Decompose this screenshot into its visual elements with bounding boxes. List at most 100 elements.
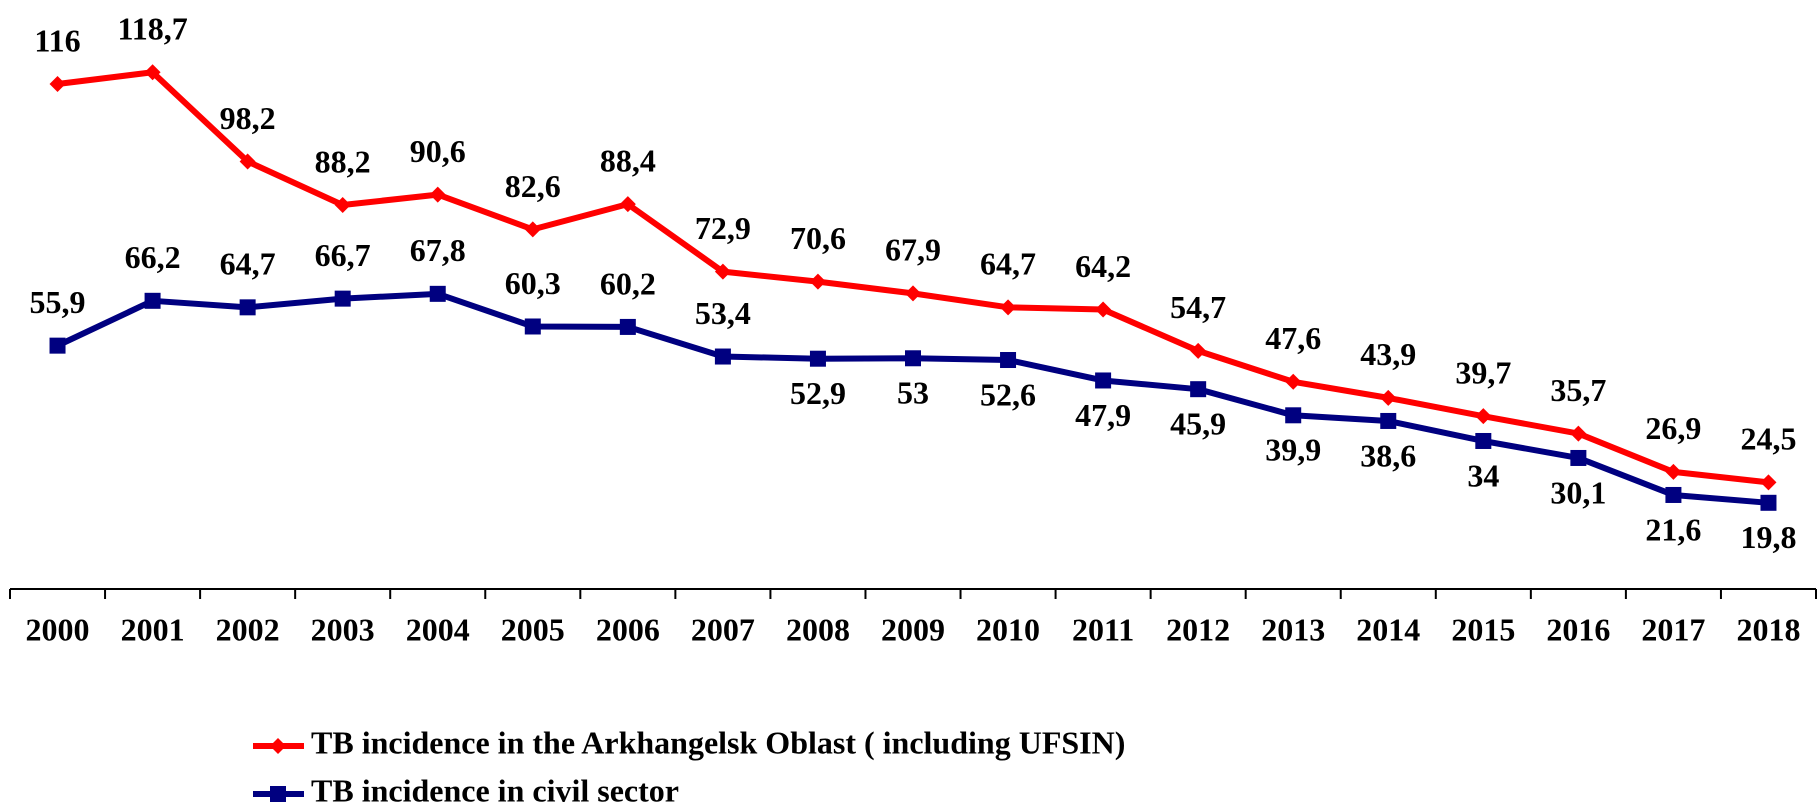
marker [524, 318, 541, 335]
data-label: 118,7 [117, 11, 187, 47]
data-label: 82,6 [505, 168, 561, 204]
data-label: 98,2 [220, 100, 276, 136]
marker [714, 348, 731, 365]
data-label: 64,2 [1075, 248, 1131, 284]
marker [524, 221, 541, 238]
marker [144, 64, 161, 81]
legend-label: TB incidence in civil sector [311, 772, 679, 807]
x-tick-label: 2016 [1546, 611, 1610, 647]
marker [1380, 412, 1397, 429]
x-tick-label: 2007 [691, 611, 755, 647]
marker [1665, 486, 1682, 503]
x-tick-label: 2001 [121, 611, 185, 647]
x-tick-label: 2014 [1356, 611, 1420, 647]
data-label: 60,2 [600, 265, 656, 301]
data-label: 35,7 [1550, 372, 1606, 408]
marker [619, 318, 636, 335]
data-label: 116 [34, 22, 80, 58]
x-tick-label: 2004 [406, 611, 470, 647]
marker [270, 738, 286, 754]
data-label: 67,9 [885, 232, 941, 268]
data-label: 66,7 [315, 237, 371, 273]
marker [1285, 373, 1302, 390]
data-label: 43,9 [1360, 336, 1416, 372]
legend-label: TB incidence in the Arkhangelsk Oblast (… [311, 724, 1125, 760]
marker [334, 197, 351, 214]
x-tick-label: 2015 [1451, 611, 1515, 647]
marker [905, 350, 921, 367]
x-tick-label: 2000 [26, 611, 90, 647]
marker [49, 337, 66, 354]
marker [429, 285, 446, 302]
data-label: 70,6 [790, 220, 846, 256]
data-label: 39,9 [1265, 432, 1321, 468]
marker [905, 285, 921, 302]
x-tick-label: 2002 [216, 611, 280, 647]
x-tick-label: 2018 [1736, 611, 1800, 647]
data-label: 66,2 [125, 239, 181, 275]
data-label: 34 [1467, 457, 1499, 493]
marker [1285, 407, 1302, 424]
marker [1000, 299, 1017, 316]
data-label: 64,7 [220, 246, 276, 282]
data-label: 54,7 [1170, 289, 1226, 325]
marker [144, 292, 161, 309]
data-label: 88,4 [600, 143, 656, 179]
data-label: 64,7 [980, 246, 1036, 282]
marker [429, 186, 446, 203]
data-label: 53 [897, 375, 929, 411]
marker [1095, 372, 1112, 389]
data-label: 52,9 [790, 375, 846, 411]
marker [619, 196, 636, 213]
x-tick-label: 2006 [596, 611, 660, 647]
x-tick-label: 2008 [786, 611, 850, 647]
data-label: 53,4 [695, 295, 751, 331]
x-tick-label: 2011 [1072, 611, 1134, 647]
marker [1380, 389, 1397, 406]
marker [1095, 301, 1112, 318]
x-tick-label: 2010 [976, 611, 1040, 647]
marker [1475, 432, 1492, 449]
x-tick-label: 2013 [1261, 611, 1325, 647]
data-label: 38,6 [1360, 437, 1416, 473]
data-label: 30,1 [1550, 474, 1606, 510]
data-label: 90,6 [410, 133, 466, 169]
data-label: 39,7 [1455, 355, 1511, 391]
marker [1000, 352, 1017, 369]
data-label: 47,9 [1075, 397, 1131, 433]
marker [1665, 463, 1682, 480]
data-label: 55,9 [30, 284, 86, 320]
data-label: 60,3 [505, 265, 561, 301]
data-label: 88,2 [315, 143, 371, 179]
marker [49, 76, 66, 93]
data-label: 52,6 [980, 376, 1036, 412]
marker [1190, 342, 1207, 359]
line [57, 69, 1769, 486]
x-tick-label: 2012 [1166, 611, 1230, 647]
data-label: 67,8 [410, 232, 466, 268]
marker [714, 263, 731, 280]
data-label: 21,6 [1645, 511, 1701, 547]
marker [1190, 381, 1207, 398]
marker [1760, 494, 1777, 511]
data-label: 19,8 [1740, 519, 1796, 555]
data-label: 47,6 [1265, 320, 1321, 356]
marker [809, 273, 826, 290]
marker [239, 153, 256, 170]
marker [239, 299, 256, 316]
x-tick-label: 2017 [1641, 611, 1705, 647]
data-label: 45,9 [1170, 406, 1226, 442]
marker [1570, 449, 1587, 466]
marker [809, 350, 826, 367]
marker [1570, 425, 1587, 442]
x-tick-label: 2005 [501, 611, 565, 647]
data-label: 72,9 [695, 210, 751, 246]
x-tick-label: 2009 [881, 611, 945, 647]
marker [270, 786, 286, 802]
marker [1475, 408, 1492, 425]
data-label: 24,5 [1740, 421, 1796, 457]
marker [1760, 474, 1777, 491]
x-tick-label: 2003 [311, 611, 375, 647]
data-label: 26,9 [1645, 410, 1701, 446]
